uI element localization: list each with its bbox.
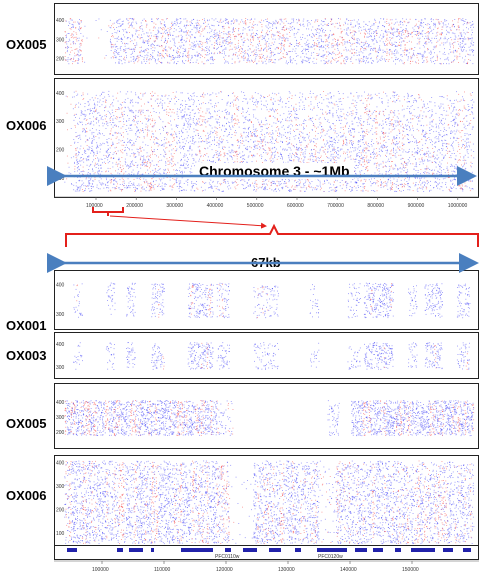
- gene-block: [269, 548, 281, 552]
- top-position-axis: 100000 200000 300000 400000 500000 600000 7000…: [54, 196, 479, 208]
- track-panel-bottom-ox005: 400 300 200: [54, 383, 479, 449]
- axis-tick-label: 400000: [207, 203, 224, 208]
- axis-tick-label: 100000: [92, 567, 109, 573]
- read-depth-points: [64, 460, 475, 545]
- axis-tick-label: 110000: [154, 567, 171, 573]
- axis-tick-label: 900000: [408, 203, 425, 208]
- gene-label: PFC0120w: [318, 554, 343, 559]
- y-tick-label: 300: [56, 415, 65, 421]
- read-depth-points: [73, 342, 470, 370]
- track-panel-top-ox005: 400 300 200: [54, 3, 479, 75]
- read-depth-points: [64, 400, 475, 437]
- gene-label: PFC0110w: [215, 554, 240, 559]
- gene-block: [317, 548, 347, 552]
- y-tick-label: 200: [56, 507, 65, 513]
- bottom-position-axis: 100000 110000 120000 130000 140000 150000: [54, 560, 479, 573]
- read-depth-points: [64, 18, 475, 65]
- gene-annotation-track: PFC0110w PFC0120w: [54, 545, 479, 560]
- y-tick-label: 200: [56, 57, 65, 63]
- gene-block: [67, 548, 77, 552]
- gene-block: [395, 548, 401, 552]
- axis-tick-label: 700000: [327, 203, 344, 208]
- axis-tick-label: 100000: [86, 203, 103, 208]
- gene-block: [355, 548, 367, 552]
- gene-block: [463, 548, 471, 552]
- gene-block: [295, 548, 301, 552]
- y-tick-label: 400: [56, 91, 65, 97]
- track-label-bottom-ox005: OX005: [6, 416, 47, 431]
- gene-block: [129, 548, 143, 552]
- y-tick-label: 100: [56, 531, 65, 537]
- axis-tick-label: 200000: [126, 203, 143, 208]
- region-bracket: [92, 207, 124, 216]
- track-panel-bottom-ox001: 400 300: [54, 270, 479, 330]
- y-tick-label: 400: [56, 400, 65, 406]
- y-tick-label: 400: [56, 342, 65, 348]
- track-label-bottom-ox006: OX006: [6, 488, 47, 503]
- track-panel-bottom-ox003: 400 300: [54, 332, 479, 379]
- axis-tick-label: 500000: [247, 203, 264, 208]
- read-depth-points: [73, 282, 471, 319]
- track-label-top-ox006: OX006: [6, 118, 47, 133]
- track-label-bottom-ox001: OX001: [6, 318, 47, 333]
- track-panel-bottom-ox006: 400 300 200 100: [54, 455, 479, 546]
- axis-tick-label: 800000: [367, 203, 384, 208]
- axis-tick-label: 1000000: [448, 203, 468, 208]
- gene-block: [117, 548, 123, 552]
- y-tick-label: 200: [56, 430, 65, 436]
- axis-tick-label: 600000: [287, 203, 304, 208]
- track-label-top-ox005: OX005: [6, 37, 47, 52]
- y-tick-label: 300: [56, 37, 65, 43]
- gene-block: [243, 548, 257, 552]
- y-tick-label: 300: [56, 119, 65, 125]
- gene-block: [443, 548, 453, 552]
- gene-block: [373, 548, 383, 552]
- zoom-arrow: [109, 215, 267, 229]
- axis-tick-label: 150000: [402, 567, 419, 573]
- zoom-bracket: [65, 223, 479, 247]
- y-tick-label: 300: [56, 365, 65, 371]
- y-tick-label: 200: [56, 148, 65, 154]
- axis-tick-label: 300000: [166, 203, 183, 208]
- track-label-bottom-ox003: OX003: [6, 348, 47, 363]
- gene-block: [411, 548, 435, 552]
- gene-block: [181, 548, 213, 552]
- axis-tick-label: 140000: [340, 567, 357, 573]
- y-tick-label: 400: [56, 18, 65, 24]
- y-tick-label: 400: [56, 283, 65, 289]
- y-tick-label: 300: [56, 484, 65, 490]
- y-tick-label: 300: [56, 312, 65, 318]
- gene-block: [151, 548, 154, 552]
- axis-tick-label: 130000: [278, 567, 295, 573]
- axis-tick-label: 120000: [216, 567, 233, 573]
- y-tick-label: 400: [56, 460, 65, 466]
- gene-block: [225, 548, 231, 552]
